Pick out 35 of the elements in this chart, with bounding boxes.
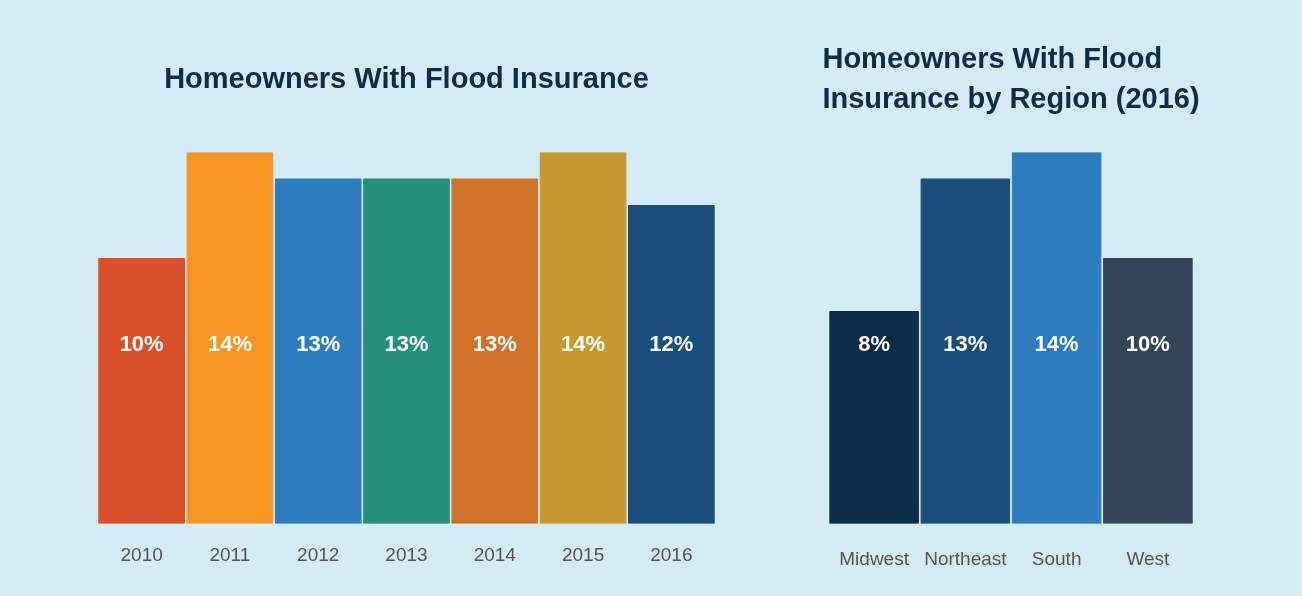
x-tick-label: 2014 (473, 543, 517, 565)
x-tick-label: 2013 (385, 543, 428, 565)
bar (274, 178, 362, 524)
x-tick-label: 2016 (650, 543, 693, 565)
data-label: 14% (1034, 331, 1079, 357)
chart-title: Homeowners With Flood Insurance (164, 61, 649, 94)
data-label: 13% (384, 331, 429, 357)
x-tick-label: 2011 (209, 543, 251, 565)
bar (920, 178, 1011, 524)
bar (1103, 258, 1193, 524)
bar (451, 178, 539, 524)
x-tick-label: 2015 (561, 543, 605, 565)
data-label: 14% (561, 331, 606, 357)
data-label: 8% (858, 331, 891, 357)
x-tick-label: Northeast (924, 547, 1008, 569)
data-label: 10% (1125, 331, 1170, 357)
x-tick-label: 2010 (120, 543, 163, 565)
data-label: 10% (119, 331, 164, 357)
bar (98, 258, 185, 524)
data-label: 13% (296, 331, 341, 357)
data-label: 14% (207, 331, 252, 357)
data-label: 13% (943, 331, 988, 357)
data-label: 12% (649, 331, 694, 357)
x-tick-label: 2012 (297, 543, 340, 565)
chart-title: Homeowners With Flood Insurance by Region (2016) (822, 41, 1200, 114)
bar (1011, 152, 1102, 524)
bar (186, 152, 274, 524)
bar (829, 311, 919, 524)
x-tick-label: Midwest (839, 547, 910, 569)
x-tick-label: West (1126, 547, 1171, 569)
data-label: 13% (472, 331, 517, 357)
bar (628, 205, 715, 524)
bar (539, 152, 627, 524)
x-tick-label: South (1031, 547, 1082, 569)
bar (363, 178, 450, 524)
